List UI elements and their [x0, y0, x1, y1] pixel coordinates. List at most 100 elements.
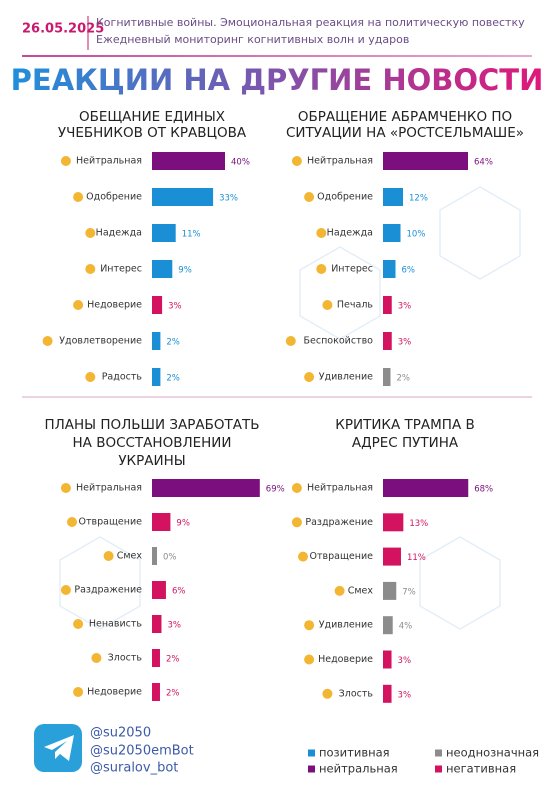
chart-title: НА ВОССТАНОВЛЕНИИ — [73, 435, 232, 451]
value-label: 12% — [409, 194, 428, 204]
emoji-icon — [291, 156, 302, 166]
bar — [152, 188, 214, 206]
emoji-icon — [85, 228, 96, 238]
emoji-icon — [60, 585, 71, 595]
emoji-icon — [285, 336, 296, 346]
category-label: Отвращение — [79, 517, 143, 528]
emoji-icon — [42, 336, 53, 346]
category-label: Удивление — [319, 620, 373, 631]
value-label: 3% — [398, 656, 412, 666]
category-label: Злость — [108, 653, 143, 664]
bar — [152, 152, 225, 170]
bar — [383, 260, 396, 278]
handle[interactable]: @su2050 — [90, 726, 151, 741]
category-label: Нейтральная — [76, 483, 142, 494]
category-label: Беспокойство — [303, 336, 373, 347]
value-label: 0% — [163, 553, 177, 563]
category-label: Удивление — [319, 372, 373, 383]
value-label: 2% — [166, 374, 180, 384]
bar — [383, 650, 392, 669]
category-label: Надежда — [96, 228, 142, 239]
value-label: 64% — [474, 158, 493, 168]
chart-title: АДРЕС ПУТИНА — [352, 435, 459, 451]
category-label: Надежда — [327, 228, 373, 239]
category-label: Одобрение — [86, 192, 142, 203]
emoji-icon — [91, 653, 102, 663]
category-label: Интерес — [331, 264, 373, 275]
emoji-icon — [298, 551, 308, 562]
category-label: Недоверие — [318, 654, 373, 665]
value-label: 6% — [172, 587, 186, 597]
value-label: 11% — [182, 230, 201, 240]
category-label: Печаль — [337, 300, 373, 311]
value-label: 2% — [166, 689, 180, 699]
category-label: Недоверие — [87, 300, 142, 311]
bar — [383, 296, 392, 314]
chart-title: ОБРАЩЕНИЕ АБРАМЧЕНКО ПО — [298, 109, 512, 125]
chart-title: УЧЕБНИКОВ ОТ КРАВЦОВА — [58, 125, 247, 141]
category-label: Радость — [102, 372, 143, 383]
value-label: 3% — [398, 690, 412, 700]
category-label: Раздражение — [305, 517, 373, 528]
category-label: Недоверие — [87, 687, 142, 698]
emoji-icon — [316, 228, 327, 238]
bar — [383, 547, 401, 566]
bar — [152, 368, 161, 386]
bar — [383, 152, 468, 170]
category-label: Раздражение — [74, 585, 142, 596]
value-label: 2% — [397, 374, 411, 384]
emoji-icon — [291, 517, 302, 528]
value-label: 40% — [231, 158, 250, 168]
telegram-icon — [34, 724, 82, 772]
chart-title: КРИТИКА ТРАМПА В — [335, 417, 475, 433]
value-label: 11% — [407, 553, 426, 563]
value-label: 2% — [166, 338, 180, 348]
bar — [383, 332, 392, 350]
value-label: 9% — [178, 266, 192, 276]
date: 26.05.2025 — [22, 22, 104, 37]
legend-swatch — [435, 749, 442, 757]
bar — [152, 224, 176, 242]
bar — [383, 581, 397, 600]
bar — [152, 332, 161, 350]
background-hexagons — [59, 186, 521, 630]
category-label: Ненависть — [89, 619, 143, 630]
bar — [152, 615, 162, 633]
page-title: РЕАКЦИИ НА ДРУГИЕ НОВОСТИ — [11, 63, 544, 97]
chart-title: УКРАИНЫ — [118, 453, 185, 469]
category-label: Смех — [348, 585, 374, 596]
handle[interactable]: @suralov_bot — [90, 761, 178, 776]
bar — [152, 683, 160, 701]
bar — [383, 684, 392, 703]
category-label: Нейтральная — [76, 156, 142, 167]
bar — [383, 479, 469, 497]
category-label: Удовлетворение — [59, 336, 142, 347]
emoji-icon — [304, 372, 315, 382]
emoji-icon — [73, 619, 84, 629]
emoji-icon — [103, 551, 114, 561]
category-label: Злость — [339, 688, 374, 699]
emoji-icon — [304, 620, 315, 631]
value-label: 10% — [407, 230, 426, 240]
handle[interactable]: @su2050emBot — [90, 744, 194, 759]
category-label: Нейтральная — [307, 483, 373, 494]
emoji-icon — [73, 192, 84, 202]
value-label: 13% — [409, 519, 428, 529]
bar — [152, 513, 171, 531]
emoji-icon — [73, 300, 84, 310]
chart-title: ОБЕЩАНИЕ ЕДИНЫХ — [79, 109, 225, 125]
value-label: 6% — [402, 266, 416, 276]
emoji-icon — [67, 517, 77, 527]
bar — [152, 479, 260, 497]
chart-title: ПЛАНЫ ПОЛЬШИ ЗАРАБОТАТЬ — [44, 417, 259, 433]
chart-title: СИТУАЦИИ НА «РОСТСЕЛЬМАШЕ» — [286, 125, 524, 141]
emoji-icon — [322, 688, 333, 699]
value-label: 68% — [474, 485, 493, 495]
value-label: 3% — [167, 621, 181, 631]
category-label: Одобрение — [317, 192, 373, 203]
value-label: 9% — [176, 519, 190, 529]
value-label: 2% — [166, 655, 180, 665]
legend-label: неоднозначная — [446, 746, 539, 760]
header-rule — [22, 55, 532, 57]
category-label: Отвращение — [310, 551, 374, 562]
